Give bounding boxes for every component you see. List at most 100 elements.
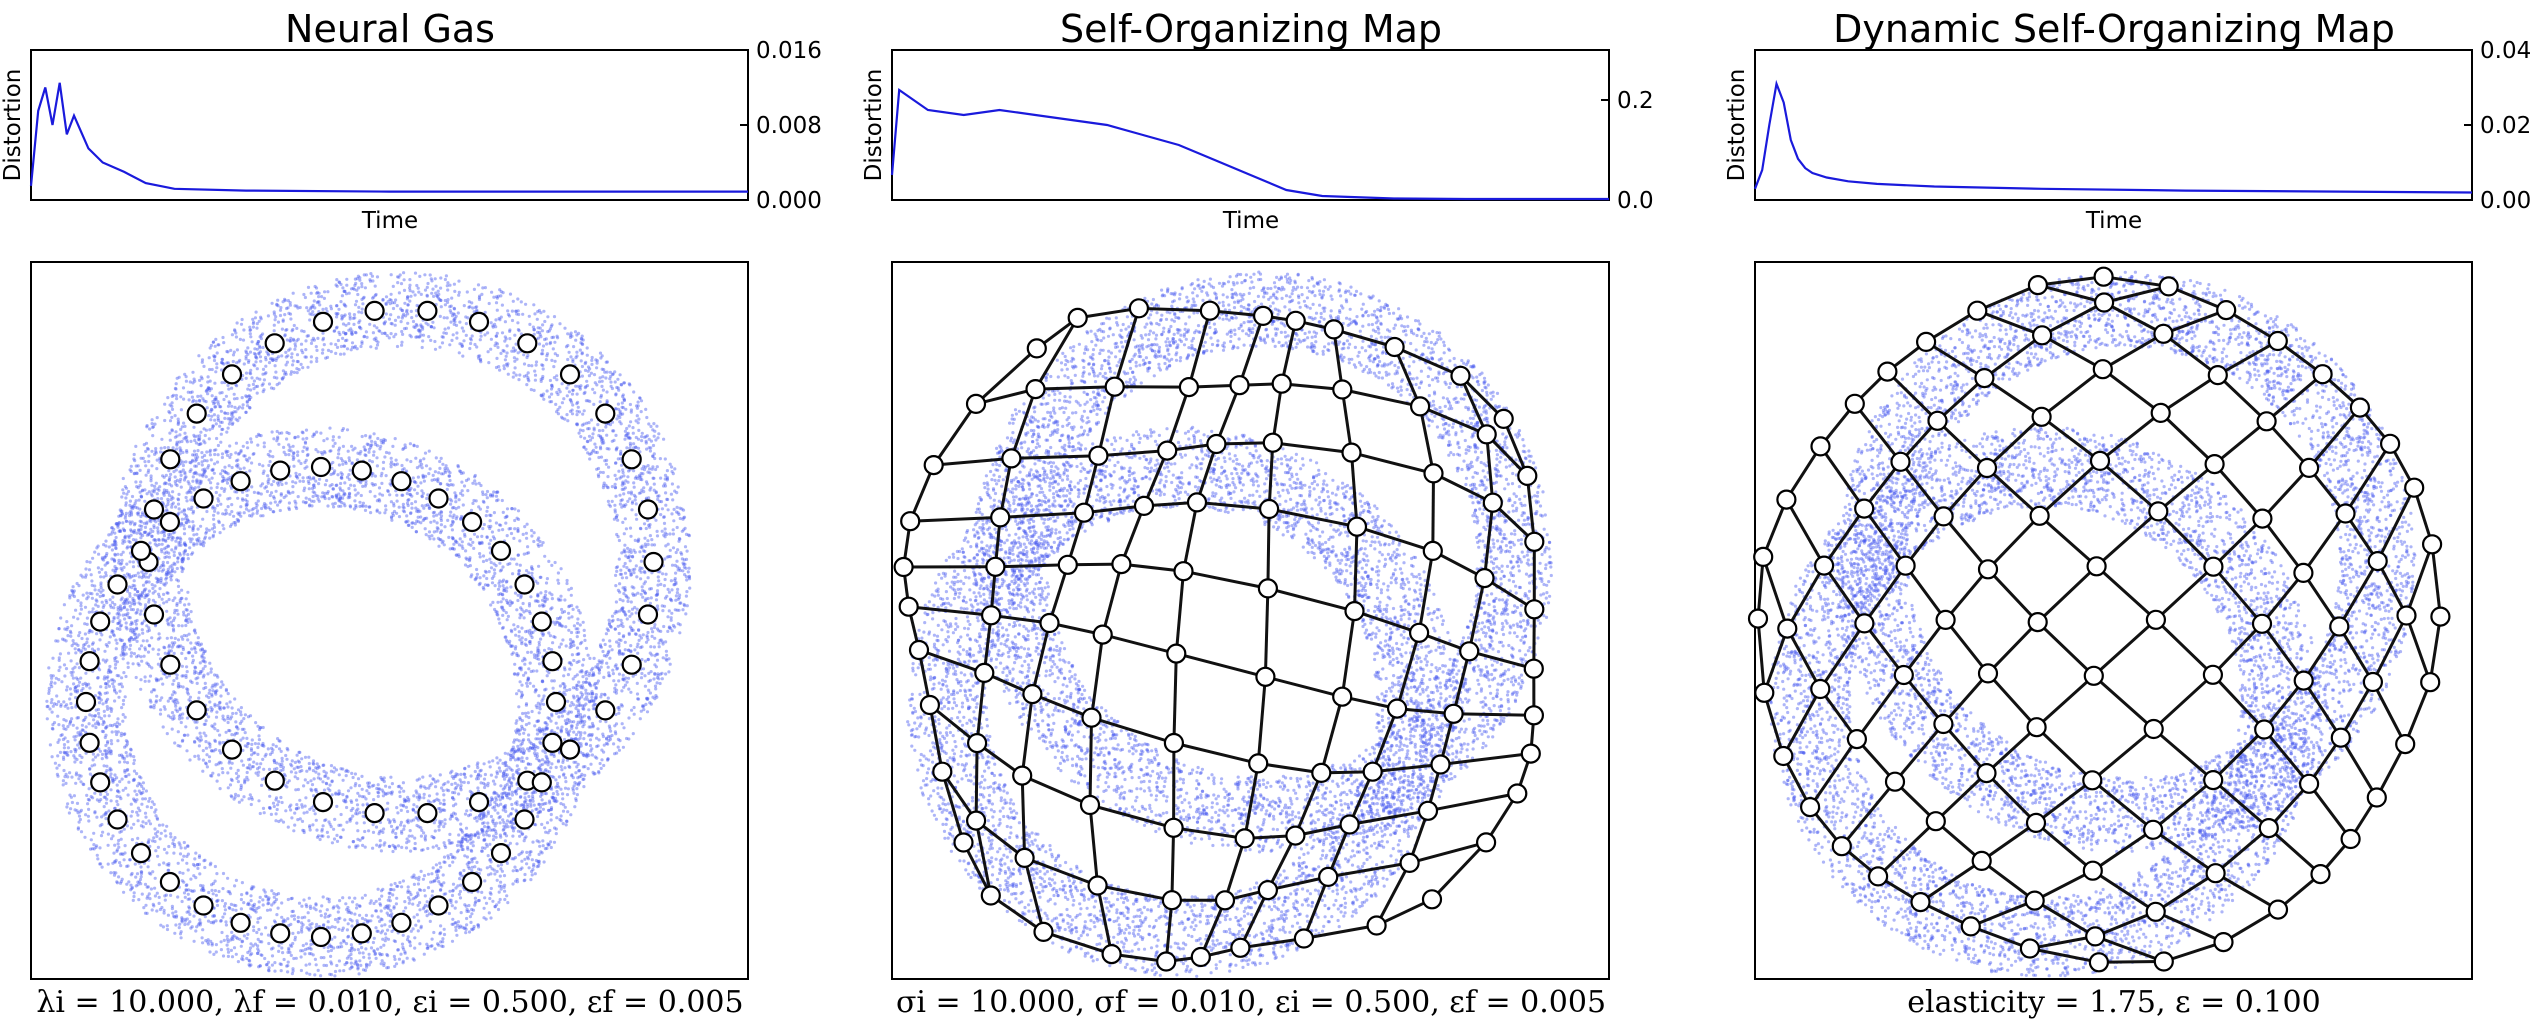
network-edge (1988, 516, 2040, 570)
neuron-node (1386, 338, 1404, 356)
network-edge (1984, 378, 2041, 417)
neuron-node (2144, 821, 2162, 839)
network-edge (2100, 413, 2161, 461)
neuron-node (470, 793, 488, 811)
neuron-node (2217, 301, 2235, 319)
neuron-node (312, 458, 330, 476)
neuron-node (1815, 557, 1833, 575)
neuron-node (1249, 754, 1267, 772)
neuron-node (1216, 891, 1234, 909)
neuron-node (1811, 680, 1829, 698)
network-edge (1373, 709, 1397, 772)
neuron-node (1163, 891, 1181, 909)
neuron-node (2027, 814, 2045, 832)
neuron-node (2091, 452, 2109, 470)
network-edge (1428, 794, 1517, 811)
neuron-node (925, 456, 943, 474)
neuron-node (266, 772, 284, 790)
network-edge (2373, 682, 2405, 744)
neuron-node (430, 897, 448, 915)
x-axis-label: Time (1222, 208, 1279, 234)
neuron-node (900, 598, 918, 616)
neuron-node (195, 897, 213, 915)
neuron-node (492, 542, 510, 560)
neuron-node (968, 734, 986, 752)
neuron-node (492, 844, 510, 862)
y-tick-label: 0.00 (2480, 188, 2531, 214)
x-axis-label: Time (361, 208, 418, 234)
neuron-node (2152, 404, 2170, 422)
network-edge (2092, 729, 2153, 780)
network-edge (1433, 473, 1434, 551)
neuron-node (596, 701, 614, 719)
neuron-node (1979, 664, 1997, 682)
neuron-node (1478, 425, 1496, 443)
neuron-node (77, 693, 95, 711)
neuron-node (1135, 497, 1153, 515)
neuron-node (991, 508, 1009, 526)
neuron-node (463, 873, 481, 891)
neuron-node (1346, 602, 1364, 620)
distortion-curve-series (892, 90, 1609, 199)
network-edge (1487, 434, 1493, 502)
neuron-node (967, 812, 985, 830)
network-edge (976, 743, 977, 821)
neuron-node (1425, 464, 1443, 482)
neuron-node (2026, 892, 2044, 910)
network-edge (2040, 516, 2097, 567)
neuron-node (2028, 718, 2046, 736)
neuron-node (392, 914, 410, 932)
network-edge (1906, 566, 1946, 620)
neuron-node (1460, 642, 1478, 660)
neuron-node (2209, 366, 2227, 384)
neuron-node (2260, 819, 2278, 837)
parameters-caption: λi = 10.000, λf = 0.010, εi = 0.500, εf … (36, 985, 743, 1020)
neuron-node (1069, 309, 1087, 327)
neuron-node (1201, 302, 1219, 320)
neuron-node (1833, 837, 1851, 855)
neuron-node (561, 741, 579, 759)
panel-title: Neural Gas (285, 7, 495, 51)
network-edge (2154, 675, 2213, 729)
neuron-node (1388, 700, 1406, 718)
neuron-node (353, 462, 371, 480)
neuron-node (623, 450, 641, 468)
neuron-node (81, 734, 99, 752)
neuron-node (1236, 829, 1254, 847)
neuron-node (1260, 500, 1278, 518)
neuron-node (623, 656, 641, 674)
neuron-node (1929, 412, 1947, 430)
map-plot (31, 262, 748, 979)
neuron-node (2090, 953, 2108, 971)
neuron-node (1979, 560, 1997, 578)
neuron-node (1411, 397, 1429, 415)
network-edge (2161, 413, 2215, 464)
y-tick-label: 0.0 (1617, 188, 1654, 214)
network-edge (1342, 390, 1420, 407)
neuron-node (1452, 367, 1470, 385)
neuron-node (161, 873, 179, 891)
network-edge (2103, 369, 2161, 413)
network-edge (1172, 828, 1174, 900)
neuron-node (109, 811, 127, 829)
network-edge (2156, 567, 2214, 620)
network-edge (2215, 421, 2267, 464)
y-tick-label: 0.016 (756, 38, 822, 64)
neuron-node (1912, 893, 1930, 911)
distortion-curve-series (31, 83, 748, 192)
neuron-node (188, 405, 206, 423)
network-edge (1022, 776, 1090, 805)
neuron-node (132, 844, 150, 862)
network-edge (2216, 828, 2269, 873)
neuron-node (547, 693, 565, 711)
panel-self-organizing-map: Self-Organizing Map Distortion Time 0.2 … (861, 7, 1654, 1020)
y-tick-label: 0.000 (756, 188, 822, 214)
network-edge (1988, 569, 2038, 622)
neuron-node (1423, 890, 1441, 908)
neuron-node (232, 914, 250, 932)
neuron-node (2405, 479, 2423, 497)
neuron-node (314, 793, 332, 811)
neuron-node (392, 472, 410, 490)
neuron-node (2086, 927, 2104, 945)
neuron-node (2083, 771, 2101, 789)
